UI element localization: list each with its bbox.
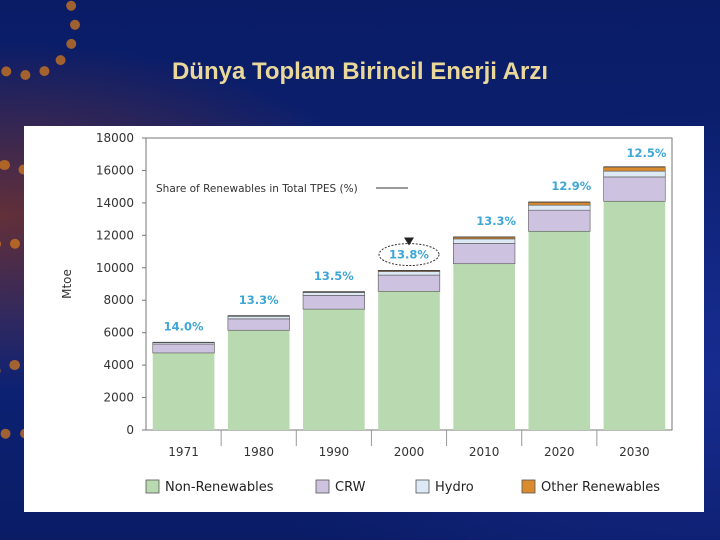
y-tick-label: 6000 — [103, 326, 134, 340]
y-tick-label: 12000 — [96, 228, 134, 242]
y-tick-label: 18000 — [96, 131, 134, 145]
bar-segment-non-renewables — [378, 291, 440, 430]
bar-segment-non-renewables — [152, 352, 215, 430]
y-tick-label: 0 — [126, 423, 134, 437]
slide-title: Dünya Toplam Birincil Enerji Arzı — [171, 58, 549, 85]
x-tick-label: 2020 — [544, 445, 575, 459]
stacked-bar-chart: 0 2000 4000 6000 8000 10000 12000 14000 16000 180… — [60, 131, 673, 495]
bar-segment-hydro — [377, 271, 441, 276]
y-tick-label: 16000 — [96, 163, 134, 177]
bar-segment-crw — [302, 295, 365, 310]
x-tick-label: 2010 — [469, 445, 500, 459]
bar-segment-hydro — [302, 292, 365, 296]
y-tick-label: 4000 — [103, 358, 134, 372]
x-tick-label: 2000 — [394, 445, 425, 459]
legend-swatch — [521, 479, 536, 494]
data-label: 12.9% — [551, 179, 591, 193]
data-label: 13.3% — [239, 293, 279, 307]
bar-segment-crw — [528, 209, 591, 232]
bar-segment-non-renewables — [303, 309, 365, 430]
bar-segment-non-renewables — [453, 263, 515, 430]
bar-segment-hydro — [453, 238, 516, 244]
bar-segment-crw — [453, 243, 516, 265]
legend-swatch — [315, 479, 330, 494]
y-tick-label: 8000 — [103, 293, 134, 307]
annotation-text: Share of Renewables in Total TPES (%) — [156, 183, 358, 195]
bar-segment-crw — [603, 176, 666, 202]
x-tick-label: 1990 — [319, 445, 350, 459]
data-label: 12.5% — [626, 146, 666, 160]
y-tick-label: 14000 — [96, 196, 134, 210]
gear-decoration-icon — [0, 0, 80, 80]
data-label: 14.0% — [164, 319, 204, 333]
bar-segment-crw — [227, 318, 290, 331]
legend-label: Other Renewables — [541, 480, 660, 495]
chart-panel: 0 2000 4000 6000 8000 10000 12000 14000 16000 180… — [24, 126, 704, 512]
arrow-down-icon — [404, 237, 414, 246]
data-label: 13.3% — [476, 214, 516, 228]
y-tick-label: 2000 — [103, 391, 134, 405]
bar-segment-hydro — [227, 315, 290, 320]
bar-segment-non-renewables — [227, 330, 290, 430]
y-axis-label: Mtoe — [60, 269, 74, 299]
bar-segment-hydro — [528, 204, 591, 211]
legend-label: Hydro — [435, 480, 474, 495]
legend-swatch — [145, 479, 160, 494]
bar-segment-hydro — [603, 170, 666, 178]
data-label: 13.5% — [314, 269, 354, 283]
y-tick-label: 10000 — [96, 261, 134, 275]
bar-segment-non-renewables — [528, 231, 591, 430]
x-tick-label: 1971 — [168, 445, 199, 459]
legend-label: CRW — [335, 480, 366, 495]
data-label: 13.8% — [389, 248, 429, 262]
bar-segment-other-renewables — [603, 166, 666, 172]
x-tick-label: 2030 — [619, 445, 650, 459]
legend-swatch — [415, 479, 430, 494]
x-tick-label: 1980 — [243, 445, 274, 459]
bar-segment-non-renewables — [603, 201, 666, 430]
bar-segment-crw — [377, 274, 441, 292]
legend-label: Non-Renewables — [165, 480, 274, 495]
bar-segment-crw — [152, 343, 215, 354]
